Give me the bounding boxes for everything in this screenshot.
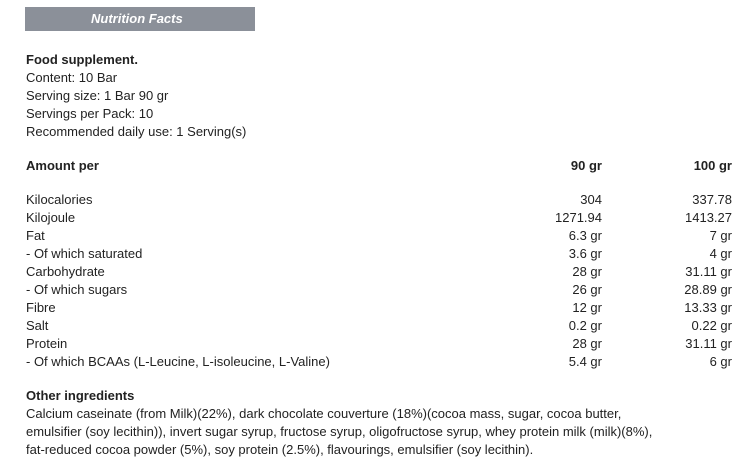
row-value: 0.2 gr xyxy=(568,318,602,333)
row-label: Carbohydrate xyxy=(26,264,105,279)
row-value: 28 gr xyxy=(572,264,602,279)
row-label: Fibre xyxy=(26,300,56,315)
row-value: 26 gr xyxy=(572,282,602,297)
row-value: 6.3 gr xyxy=(568,228,602,243)
row-label: Salt xyxy=(26,318,49,333)
row-label: Protein xyxy=(26,336,68,351)
row-value: 4 gr xyxy=(709,246,732,261)
row-label: Kilojoule xyxy=(26,210,76,225)
row-value: 337.78 xyxy=(692,192,732,207)
ingredients-heading: Other ingredients xyxy=(26,388,135,403)
row-value: 12 gr xyxy=(572,300,602,315)
ingredients-line: Calcium caseinate (from Milk)(22%), dark… xyxy=(26,406,622,421)
row-value: 13.33 gr xyxy=(684,300,732,315)
row-value: 31.11 gr xyxy=(685,264,732,279)
column-header: Amount per xyxy=(26,158,99,173)
row-label: - Of which sugars xyxy=(26,282,128,297)
row-value: 28.89 gr xyxy=(684,282,732,297)
header-title: Nutrition Facts xyxy=(91,11,183,26)
row-value: 6 gr xyxy=(709,354,732,369)
ingredients-line: fat-reduced cocoa powder (5%), soy prote… xyxy=(26,442,534,457)
column-header: 100 gr xyxy=(693,158,732,173)
ingredients-line: emulsifier (soy lecithin)), invert sugar… xyxy=(26,424,653,439)
row-label: - Of which saturated xyxy=(26,246,143,261)
row-label: Fat xyxy=(26,228,45,243)
row-value: 5.4 gr xyxy=(568,354,602,369)
row-value: 3.6 gr xyxy=(568,246,602,261)
row-label: Kilocalories xyxy=(26,192,93,207)
row-value: 1413.27 xyxy=(685,210,732,225)
info-line: Recommended daily use: 1 Serving(s) xyxy=(26,124,247,139)
row-value: 1271.94 xyxy=(555,210,602,225)
row-value: 28 gr xyxy=(572,336,602,351)
row-value: 304 xyxy=(580,192,602,207)
info-line: Servings per Pack: 10 xyxy=(26,106,154,121)
info-line: Serving size: 1 Bar 90 gr xyxy=(26,88,169,103)
info-heading: Food supplement. xyxy=(26,52,138,67)
row-value: 7 gr xyxy=(709,228,732,243)
row-value: 0.22 gr xyxy=(691,318,732,333)
info-line: Content: 10 Bar xyxy=(26,70,118,85)
row-value: 31.11 gr xyxy=(685,336,732,351)
header-bar: Nutrition Facts xyxy=(25,7,255,31)
row-label: - Of which BCAAs (L-Leucine, L-isoleucin… xyxy=(26,354,330,369)
column-header: 90 gr xyxy=(570,158,602,173)
